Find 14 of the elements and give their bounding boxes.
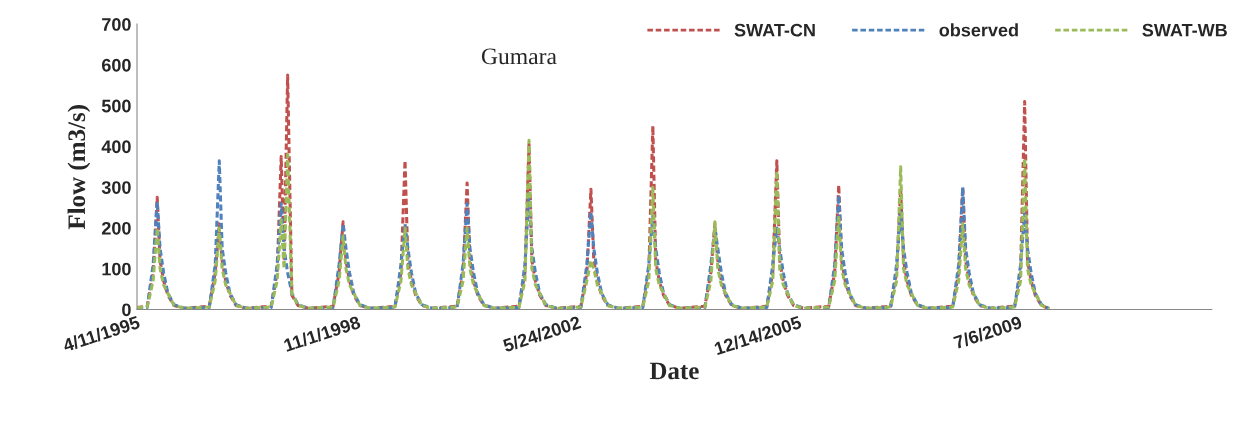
y-tick-label: 200 (101, 221, 131, 235)
y-tick-label: 600 (102, 58, 131, 72)
legend-label: observed (939, 23, 1018, 37)
legend-label: SWAT-WB (1142, 23, 1227, 37)
x-axis-title: Date (649, 362, 699, 380)
y-tick-label: 500 (101, 99, 131, 113)
y-axis-title: Flow (m3/s) (67, 105, 91, 230)
text: Gumara (481, 48, 557, 65)
legend-label: SWAT-CN (734, 23, 815, 37)
y-tick-label: 700 (102, 18, 131, 31)
y-tick-label: 400 (101, 140, 131, 154)
y-tick-label: 0 (122, 303, 131, 317)
y-tick-label: 300 (101, 181, 131, 194)
y-tick-label: 100 (102, 262, 131, 276)
